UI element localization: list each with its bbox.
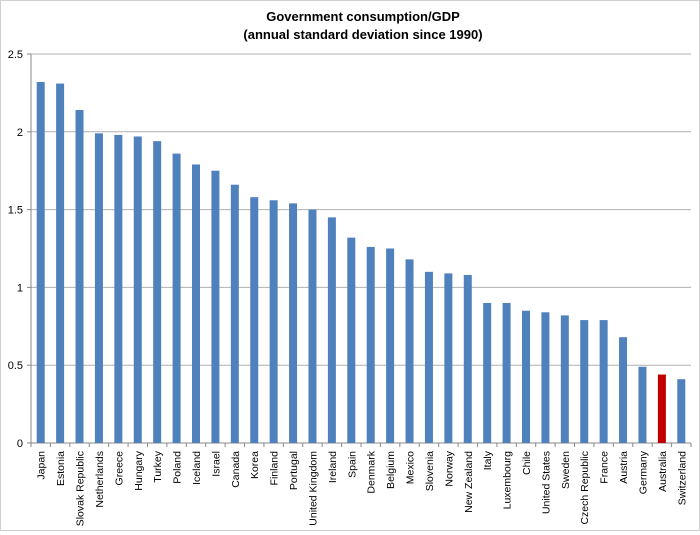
bar-sweden — [560, 315, 569, 443]
x-tick-label: Italy — [482, 450, 494, 470]
bar-mexico — [405, 259, 414, 443]
bar-new-zealand — [463, 274, 472, 443]
x-tick-label: Greece — [113, 451, 125, 486]
x-tick-label: Luxembourg — [502, 451, 514, 510]
y-tick-label: 1 — [17, 282, 23, 294]
bar-portugal — [289, 203, 298, 443]
chart-title: Government consumption/GDP — [266, 9, 460, 24]
bar-czech-republic — [580, 320, 589, 443]
bar-canada — [230, 184, 239, 444]
bar-slovak-republic — [75, 110, 84, 444]
x-tick-label: United States — [540, 451, 552, 514]
bar-united-states — [541, 312, 550, 443]
x-tick-label: Switzerland — [676, 451, 688, 505]
x-tick-label: Portugal — [288, 451, 300, 490]
bar-australia — [657, 374, 666, 443]
x-tick-label: Israel — [210, 451, 222, 477]
bar-israel — [211, 170, 220, 443]
x-tick-label: Ireland — [327, 451, 339, 483]
chart-subtitle: (annual standard deviation since 1990) — [243, 27, 482, 42]
x-tick-label: Korea — [249, 451, 261, 479]
bar-france — [599, 320, 608, 443]
bar-netherlands — [94, 133, 103, 443]
x-tick-label: Iceland — [191, 451, 203, 485]
x-tick-label: Sweden — [560, 451, 572, 489]
x-tick-label: United Kingdom — [307, 451, 319, 526]
bar-estonia — [56, 83, 65, 444]
x-tick-label: Austria — [618, 451, 630, 484]
bar-switzerland — [677, 379, 686, 443]
x-tick-label: Poland — [172, 451, 184, 484]
bar-chile — [522, 310, 530, 443]
y-tick-label: 2 — [17, 127, 23, 139]
y-tick-label: 2.5 — [8, 49, 23, 61]
x-tick-label: Chile — [521, 451, 533, 475]
x-tick-label: Germany — [637, 450, 649, 494]
x-tick-label: Slovak Republic — [75, 451, 87, 526]
x-tick-label: Japan — [36, 451, 48, 480]
y-tick-label: 1.5 — [8, 205, 23, 217]
x-tick-label: Australia — [657, 451, 669, 492]
x-tick-label: Turkey — [152, 450, 164, 482]
x-tick-label: Norway — [443, 450, 455, 486]
x-tick-label: Denmark — [366, 450, 378, 493]
x-tick-label: Canada — [230, 451, 242, 488]
bar-korea — [250, 197, 259, 443]
bar-finland — [269, 200, 278, 443]
bar-poland — [172, 153, 181, 444]
x-tick-label: Mexico — [405, 451, 417, 484]
bar-greece — [114, 134, 123, 444]
x-tick-label: Hungary — [133, 450, 145, 490]
bar-japan — [36, 82, 45, 444]
bar-hungary — [133, 136, 142, 443]
x-tick-label: Belgium — [385, 451, 397, 489]
x-tick-label: Netherlands — [94, 451, 106, 508]
x-tick-label: France — [599, 451, 611, 484]
bar-iceland — [192, 164, 200, 443]
bar-norway — [444, 273, 453, 443]
bar-belgium — [386, 248, 395, 443]
x-tick-label: Finland — [269, 451, 281, 486]
x-tick-label: Czech Republic — [579, 451, 591, 525]
y-tick-label: 0.5 — [8, 360, 23, 372]
bar-turkey — [153, 141, 162, 444]
y-tick-label: 0 — [17, 438, 23, 450]
x-tick-label: Spain — [346, 451, 358, 478]
bar-italy — [483, 302, 492, 443]
bar-ireland — [327, 217, 336, 443]
x-tick-label: Slovenia — [424, 451, 436, 491]
bar-denmark — [366, 246, 375, 443]
bar-spain — [347, 237, 356, 443]
bar-germany — [638, 366, 647, 443]
bar-austria — [619, 337, 628, 443]
x-tick-label: Estonia — [55, 451, 67, 486]
x-tick-label: New Zealand — [463, 451, 475, 513]
bar-luxembourg — [502, 302, 511, 443]
bar-united-kingdom — [308, 209, 317, 443]
bar-slovenia — [424, 271, 433, 443]
